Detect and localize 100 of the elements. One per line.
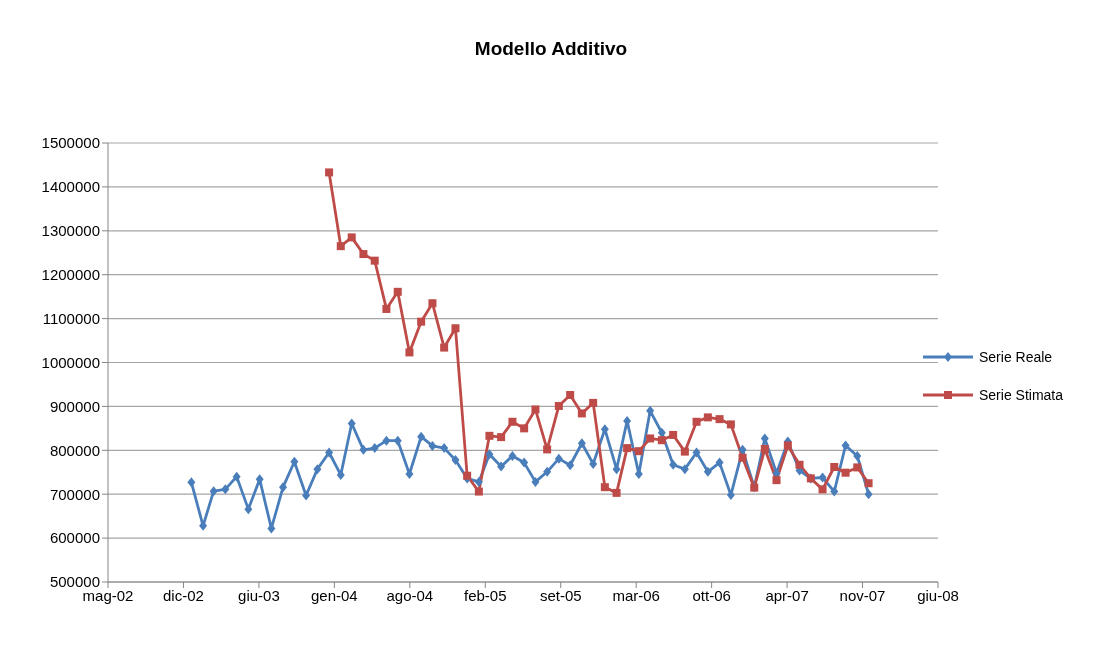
point [577,409,586,418]
point [554,401,563,410]
legend-label: Serie Stimata [979,387,1064,403]
chart-title: Modello Additivo [473,38,629,60]
point [841,468,850,477]
point [612,488,621,497]
x-tick-label: apr-07 [765,586,809,604]
point [554,453,563,464]
y-tick-label: 1100000 [42,309,100,327]
point [692,447,701,458]
point [703,466,712,477]
point [692,417,701,426]
point [428,299,437,308]
point [497,461,506,472]
point [543,466,552,477]
y-tick-label: 800000 [49,441,100,459]
point [566,390,575,399]
point [347,233,356,242]
point [795,460,804,469]
x-tick-label: feb-05 [464,586,507,604]
point [657,436,666,445]
point [302,490,311,501]
point [520,424,529,433]
point [531,476,540,487]
point [566,460,575,471]
point [382,304,391,313]
x-tick-label: dic-02 [163,586,204,604]
point [703,413,712,422]
x-tick-label: ago-04 [386,586,434,604]
point [359,250,368,259]
point [772,476,781,485]
point [726,420,735,429]
point [818,472,827,483]
point [841,440,850,451]
y-tick-label: 700000 [49,485,100,503]
y-tick-label: 900000 [49,397,100,415]
x-tick-label: nov-07 [839,586,886,604]
point [715,457,724,468]
point [864,479,873,488]
point [405,348,414,357]
point [428,440,437,451]
point [520,457,529,468]
point [508,417,517,426]
point [497,433,506,442]
point [232,471,241,482]
point [451,324,460,333]
y-tick-label: 1500000 [41,134,100,152]
x-tick-label: ott-06 [692,586,731,604]
x-tick-label: mar-06 [612,586,660,604]
point [830,462,839,471]
point [370,443,379,454]
point [474,476,483,487]
point [577,438,586,449]
point [853,463,862,472]
point [451,454,460,465]
point [623,444,632,453]
point [440,443,449,454]
point [783,441,792,450]
point [336,242,345,251]
point [417,317,426,326]
point [669,459,678,470]
y-tick-label: 1200000 [41,266,100,284]
point [589,458,598,469]
point [669,430,678,439]
point [290,456,299,467]
point [738,444,747,455]
point [209,486,218,497]
point [359,444,368,455]
point [543,445,552,454]
y-tick-label: 1400000 [41,178,100,196]
point [325,168,334,177]
point [657,427,666,438]
point [738,453,747,462]
point [715,415,724,424]
y-tick-label: 600000 [49,529,100,547]
point [634,447,643,456]
x-tick-label: giu-08 [917,586,959,604]
x-tick-label: gen-04 [311,586,358,604]
point [463,471,472,480]
point [600,483,609,492]
point [818,485,827,494]
point [313,464,322,475]
point [417,431,426,442]
point [382,435,391,446]
point [680,447,689,456]
point [440,343,449,352]
point [221,484,230,495]
point [370,256,379,265]
point [760,444,769,453]
x-tick-label: giu-03 [238,586,280,604]
point [589,398,598,407]
point [405,469,414,480]
legend-label: Serie Reale [979,349,1053,365]
y-tick-label: 1000000 [41,353,100,371]
point [393,287,402,296]
point [508,451,517,462]
point [531,405,540,414]
point [187,477,196,488]
point [864,489,873,500]
point [485,449,494,460]
